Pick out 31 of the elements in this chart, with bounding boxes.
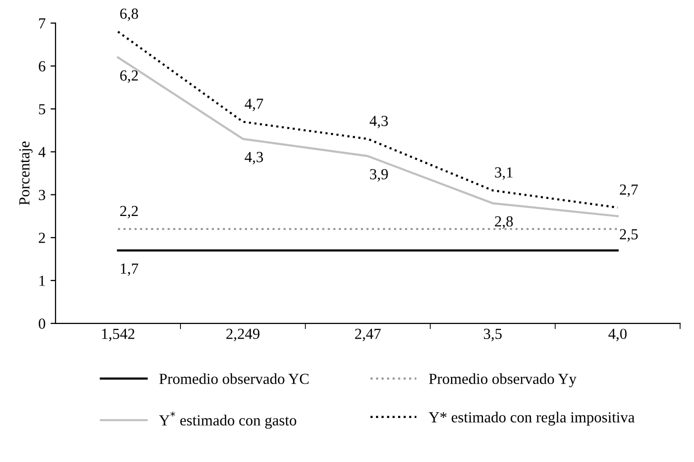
data-label: 2,2 (120, 206, 138, 218)
x-tick-label: 2,47 (355, 328, 381, 342)
y-axis-title: Porcentaje (19, 142, 33, 206)
y-tick-label: 2 (38, 232, 45, 243)
data-label: 6,2 (120, 70, 138, 83)
y-tick-label: 0 (38, 318, 46, 329)
line-series (116, 56, 619, 218)
x-tick-label: 3,5 (484, 328, 502, 342)
x-tick-label: 1,542 (102, 328, 134, 342)
legend-label: Y* estimado con regla impositiva (428, 412, 635, 426)
data-label: 3,1 (495, 167, 512, 180)
data-label: 1,7 (120, 264, 138, 276)
data-label: 2,8 (494, 216, 513, 229)
data-label: 2,5 (620, 229, 638, 242)
y-tick-label: 4 (38, 147, 46, 158)
data-label: 4,3 (244, 152, 263, 164)
y-tick-label: 6 (38, 61, 46, 72)
legend-label: Promedio observado YC (159, 373, 309, 384)
y-tick-label: 1 (40, 276, 45, 286)
legend-label: Promedio observado Yy (429, 373, 576, 388)
legend-label: Y$^{*}$ estimado con gasto (159, 412, 296, 429)
data-label: 4,3 (370, 116, 388, 128)
data-label: 2,7 (620, 184, 638, 197)
y-tick-label: 3 (38, 190, 46, 200)
data-label: 3,9 (370, 169, 388, 182)
data-label: 6,8 (120, 8, 138, 22)
x-tick-label: 2,249 (226, 328, 260, 342)
data-label: 4,7 (244, 98, 264, 112)
y-tick-label: 5 (39, 104, 46, 114)
y-tick-label: 7 (39, 18, 46, 28)
x-tick-label: 4,0 (608, 328, 627, 342)
